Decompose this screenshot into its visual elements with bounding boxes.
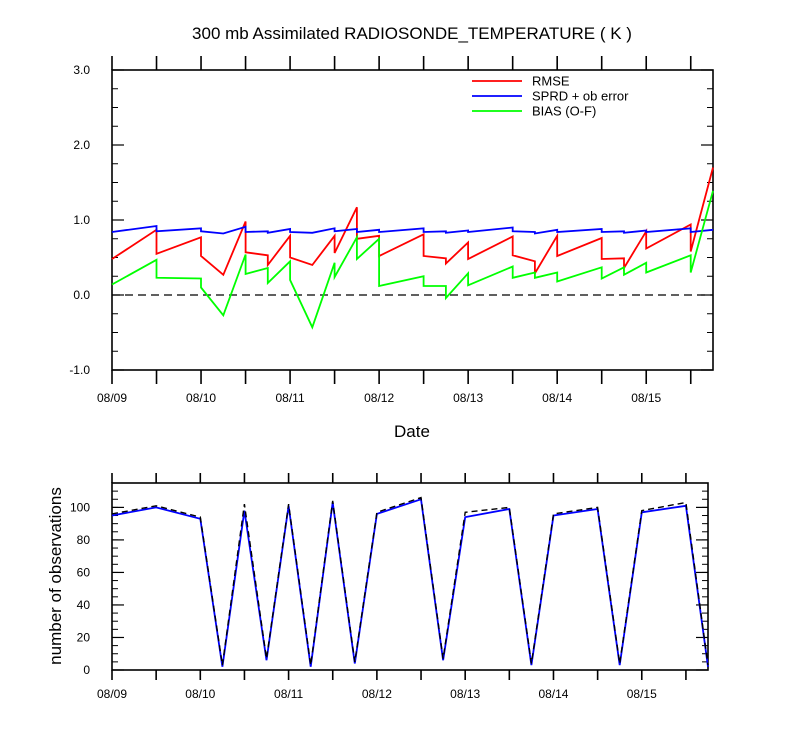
bottom-x-tick-label: 08/09 bbox=[97, 687, 127, 701]
y-axis-title-observations: number of observations bbox=[46, 487, 65, 665]
bottom-y-tick-label: 80 bbox=[77, 533, 91, 547]
series-line-bias-o-f bbox=[111, 190, 714, 330]
legend-label-sprd-ob-error: SPRD + ob error bbox=[532, 89, 629, 104]
top-x-tick-label: 08/12 bbox=[364, 391, 394, 405]
top-y-tick-label: -1.0 bbox=[69, 363, 90, 377]
bottom-series-line-solid bbox=[111, 498, 709, 667]
bottom-y-tick-label: 60 bbox=[77, 565, 91, 579]
bottom-y-tick-label: 0 bbox=[83, 663, 90, 677]
rmse-spread-bias-panel: -1.0 0.0 1.0 2.0 3.0 08/09 08/10 08/11 08/12 08/1… bbox=[69, 56, 714, 405]
bottom-series-line-dashed bbox=[111, 496, 709, 666]
series-line-rmse bbox=[111, 167, 714, 277]
bottom-plot-frame bbox=[111, 482, 709, 671]
series-line-sprd-ob-error bbox=[111, 224, 714, 235]
bottom-y-tick-label: 100 bbox=[70, 500, 90, 514]
bottom-y-tick-label: 20 bbox=[77, 630, 91, 644]
top-y-tick-label: 2.0 bbox=[73, 138, 90, 152]
bottom-x-tick-label: 08/15 bbox=[627, 687, 657, 701]
top-x-tick-label: 08/15 bbox=[631, 391, 661, 405]
legend-label-rmse: RMSE bbox=[532, 74, 570, 89]
top-x-tick-label: 08/13 bbox=[453, 391, 483, 405]
top-x-tick-label: 08/09 bbox=[97, 391, 127, 405]
bottom-x-tick-label: 08/10 bbox=[185, 687, 215, 701]
top-y-tick-label: 3.0 bbox=[73, 63, 90, 77]
top-x-tick-label: 08/11 bbox=[276, 391, 305, 405]
bottom-x-tick-label: 08/12 bbox=[362, 687, 392, 701]
top-x-tick-label: 08/10 bbox=[186, 391, 216, 405]
legend-label-bias-o-f: BIAS (O-F) bbox=[532, 104, 596, 119]
top-y-tick-label: 1.0 bbox=[73, 213, 90, 227]
top-plot-frame bbox=[111, 69, 714, 371]
top-x-tick-label: 08/14 bbox=[542, 391, 572, 405]
observation-count-panel: 0 20 40 60 80 100 08/09 08/10 08/11 08/12 08/13 08/… bbox=[70, 473, 709, 701]
bottom-x-tick-label: 08/13 bbox=[450, 687, 480, 701]
x-axis-title: Date bbox=[394, 422, 430, 441]
chart-title: 300 mb Assimilated RADIOSONDE_TEMPERATUR… bbox=[192, 24, 632, 43]
bottom-x-tick-label: 08/11 bbox=[274, 687, 303, 701]
top-y-tick-label: 0.0 bbox=[73, 288, 90, 302]
bottom-x-tick-label: 08/14 bbox=[538, 687, 568, 701]
bottom-y-tick-label: 40 bbox=[77, 598, 91, 612]
